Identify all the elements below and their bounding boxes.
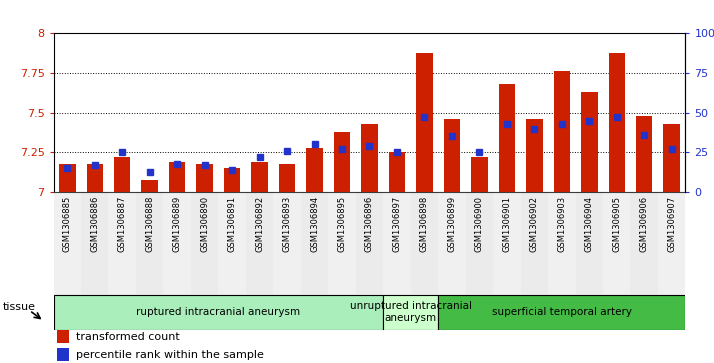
Text: GSM1306901: GSM1306901 (503, 196, 511, 252)
Text: GSM1306900: GSM1306900 (475, 196, 484, 252)
Text: transformed count: transformed count (76, 331, 179, 342)
Bar (136, 192, 164, 299)
Bar (169, 162, 186, 192)
Bar (388, 152, 406, 192)
Text: GSM1306904: GSM1306904 (585, 196, 594, 252)
Bar (196, 164, 213, 192)
Text: GSM1306897: GSM1306897 (393, 196, 401, 252)
Bar (383, 192, 411, 299)
Bar (54, 192, 81, 299)
Bar (658, 192, 685, 299)
Text: GSM1306888: GSM1306888 (145, 196, 154, 252)
Bar (306, 148, 323, 192)
Text: ruptured intracranial aneurysm: ruptured intracranial aneurysm (136, 307, 301, 317)
Bar (109, 192, 136, 299)
Text: GSM1306896: GSM1306896 (365, 196, 374, 252)
Bar (466, 192, 493, 299)
Bar (164, 192, 191, 299)
Text: GSM1306891: GSM1306891 (228, 196, 236, 252)
Bar (416, 53, 433, 192)
Bar (361, 124, 378, 192)
Bar (56, 330, 69, 343)
Text: GSM1306889: GSM1306889 (173, 196, 181, 252)
Bar (273, 192, 301, 299)
Bar (114, 157, 131, 192)
Text: superficial temporal artery: superficial temporal artery (492, 307, 632, 317)
FancyBboxPatch shape (438, 295, 685, 330)
Bar (526, 119, 543, 192)
Text: GSM1306894: GSM1306894 (310, 196, 319, 252)
Bar (575, 192, 603, 299)
Text: GSM1306903: GSM1306903 (558, 196, 566, 252)
Text: unruptured intracranial
aneurysm: unruptured intracranial aneurysm (350, 301, 472, 323)
FancyBboxPatch shape (383, 295, 438, 330)
Text: GSM1306895: GSM1306895 (338, 196, 346, 252)
Bar (56, 348, 69, 361)
Bar (59, 164, 76, 192)
Bar (328, 192, 356, 299)
Bar (224, 168, 241, 192)
Bar (636, 116, 653, 192)
Bar (608, 53, 625, 192)
Bar (603, 192, 630, 299)
Bar (356, 192, 383, 299)
Bar (553, 71, 570, 192)
Bar (548, 192, 575, 299)
Text: GSM1306885: GSM1306885 (63, 196, 72, 252)
Bar (246, 192, 273, 299)
Text: GSM1306893: GSM1306893 (283, 196, 291, 252)
Text: GSM1306886: GSM1306886 (90, 196, 99, 252)
Bar (301, 192, 328, 299)
Bar (279, 164, 296, 192)
FancyBboxPatch shape (54, 295, 383, 330)
Bar (251, 162, 268, 192)
Bar (471, 157, 488, 192)
Text: GSM1306902: GSM1306902 (530, 196, 539, 252)
Bar (498, 84, 515, 192)
Bar (438, 192, 466, 299)
Text: GSM1306906: GSM1306906 (640, 196, 649, 252)
Text: GSM1306892: GSM1306892 (255, 196, 264, 252)
Bar (581, 92, 598, 192)
Bar (218, 192, 246, 299)
Text: GSM1306899: GSM1306899 (448, 196, 456, 252)
Bar (443, 119, 460, 192)
Text: tissue: tissue (3, 302, 36, 312)
Text: GSM1306887: GSM1306887 (118, 196, 126, 252)
Text: percentile rank within the sample: percentile rank within the sample (76, 350, 263, 360)
Bar (663, 124, 680, 192)
Bar (81, 192, 109, 299)
Text: GSM1306907: GSM1306907 (667, 196, 676, 252)
Bar (630, 192, 658, 299)
Text: GSM1306905: GSM1306905 (613, 196, 621, 252)
Bar (333, 132, 351, 192)
Text: GSM1306898: GSM1306898 (420, 196, 429, 252)
Bar (493, 192, 521, 299)
Bar (141, 180, 158, 192)
Bar (411, 192, 438, 299)
Bar (191, 192, 218, 299)
Text: GSM1306890: GSM1306890 (200, 196, 209, 252)
Bar (86, 164, 103, 192)
Bar (521, 192, 548, 299)
